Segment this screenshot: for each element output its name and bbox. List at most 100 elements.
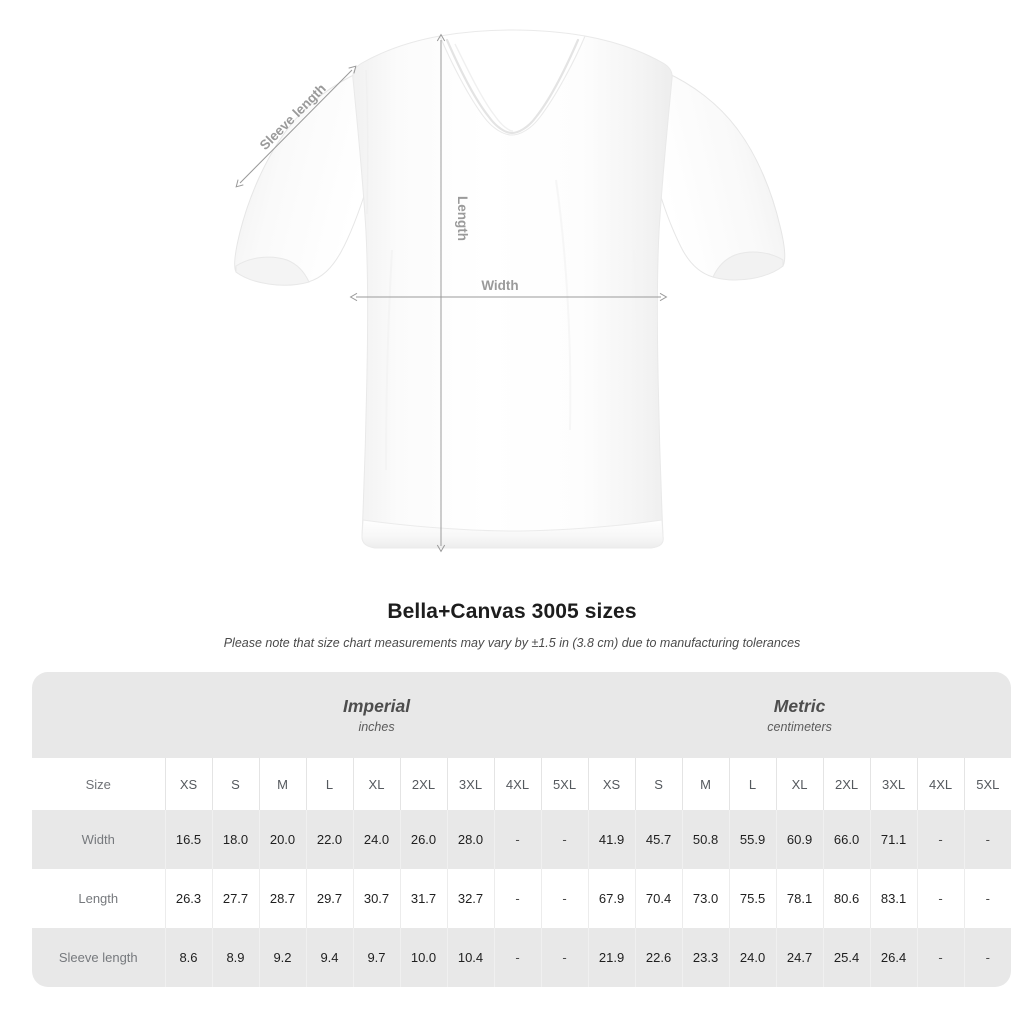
cell-width-imperial-2xl: 26.0 [399, 810, 447, 869]
cell-width-metric-5xl: - [963, 810, 1012, 869]
cell-length-imperial-s: 27.7 [211, 869, 259, 928]
cell-sleeve-imperial-m: 9.2 [258, 928, 306, 987]
cell-sleeve-metric-s: 22.6 [634, 928, 683, 987]
cell-length-imperial-xl: 30.7 [352, 869, 400, 928]
cell-sleeve-imperial-xl: 9.7 [352, 928, 400, 987]
garment-diagram: Length Width Sleeve length [234, 29, 786, 553]
cell-length-imperial-4xl: - [493, 869, 541, 928]
cell-width-metric-3xl: 71.1 [869, 810, 918, 869]
cell-sleeve-metric-2xl: 25.4 [822, 928, 871, 987]
size-header-imperial-xs: XS [164, 758, 212, 810]
size-header-metric-3xl: 3XL [869, 758, 918, 810]
size-header-imperial-s: S [211, 758, 259, 810]
cell-length-metric-5xl: - [963, 869, 1012, 928]
cell-length-metric-3xl: 83.1 [869, 869, 918, 928]
unit-group-row: Imperial inches Metric centimeters [32, 672, 1012, 758]
cell-width-metric-xs: 41.9 [587, 810, 636, 869]
cell-sleeve-metric-l: 24.0 [728, 928, 777, 987]
size-header-imperial-xl: XL [352, 758, 400, 810]
cell-width-imperial-xs: 16.5 [164, 810, 212, 869]
cell-width-metric-m: 50.8 [681, 810, 730, 869]
cell-sleeve-metric-4xl: - [916, 928, 965, 987]
unit-group-metric: Metric centimeters [588, 672, 1012, 758]
cell-width-imperial-4xl: - [493, 810, 541, 869]
cell-sleeve-imperial-xs: 8.6 [164, 928, 212, 987]
left-sleeve-cuff [235, 256, 310, 286]
cell-sleeve-imperial-2xl: 10.0 [399, 928, 447, 987]
unit-group-metric-name: Metric [773, 695, 826, 716]
cell-length-imperial-2xl: 31.7 [399, 869, 447, 928]
cell-sleeve-imperial-3xl: 10.4 [446, 928, 494, 987]
cell-sleeve-metric-m: 23.3 [681, 928, 730, 987]
cell-sleeve-imperial-5xl: - [540, 928, 589, 987]
size-header-metric-xl: XL [775, 758, 824, 810]
left-shoulder-seam [365, 69, 369, 215]
cell-width-imperial-s: 18.0 [211, 810, 259, 869]
table-row: Width 16.5 18.0 20.0 22.0 24.0 26.0 28.0… [32, 810, 1012, 869]
length-label: Length [455, 196, 470, 241]
cell-sleeve-imperial-4xl: - [493, 928, 541, 987]
cell-sleeve-metric-3xl: 26.4 [869, 928, 918, 987]
cell-width-imperial-3xl: 28.0 [446, 810, 494, 869]
cell-width-imperial-m: 20.0 [258, 810, 306, 869]
size-header-imperial-4xl: 4XL [493, 758, 541, 810]
right-sleeve [655, 71, 786, 280]
size-header-imperial-m: M [258, 758, 306, 810]
cell-length-imperial-3xl: 32.7 [446, 869, 494, 928]
sleeve-length-arrow [235, 65, 357, 188]
size-header-label: Size [32, 758, 165, 810]
tshirt-illustration [234, 29, 786, 549]
unit-row-spacer [32, 672, 165, 758]
cell-width-imperial-5xl: - [540, 810, 589, 869]
cell-length-imperial-l: 29.7 [305, 869, 353, 928]
cell-length-metric-s: 70.4 [634, 869, 683, 928]
size-header-metric-4xl: 4XL [916, 758, 965, 810]
fabric-fold-left [385, 249, 393, 471]
size-header-imperial-l: L [305, 758, 353, 810]
size-header-row: Size XS S M L XL 2XL 3XL 4XL 5XL XS S M … [32, 758, 1012, 810]
page-title: Bella+Canvas 3005 sizes [387, 600, 637, 623]
cell-width-imperial-l: 22.0 [305, 810, 353, 869]
row-label-length: Length [32, 869, 165, 928]
cell-sleeve-imperial-l: 9.4 [305, 928, 353, 987]
row-label-sleeve-length: Sleeve length [32, 928, 165, 987]
chart-heading: Bella+Canvas 3005 sizes Please note that… [0, 598, 1024, 651]
cell-length-metric-2xl: 80.6 [822, 869, 871, 928]
cell-length-metric-m: 73.0 [681, 869, 730, 928]
cell-width-imperial-xl: 24.0 [352, 810, 400, 869]
table-row: Length 26.3 27.7 28.7 29.7 30.7 31.7 32.… [32, 869, 1012, 928]
unit-group-imperial-subtitle: inches [358, 719, 395, 734]
cell-width-metric-xl: 60.9 [775, 810, 824, 869]
size-header-imperial-2xl: 2XL [399, 758, 447, 810]
fabric-fold-right [633, 249, 641, 471]
cell-length-imperial-5xl: - [540, 869, 589, 928]
cell-length-metric-l: 75.5 [728, 869, 777, 928]
unit-group-metric-subtitle: centimeters [767, 719, 832, 734]
cell-sleeve-imperial-s: 8.9 [211, 928, 259, 987]
right-sleeve-cuff [712, 251, 784, 281]
neck-inner-shadow [454, 43, 514, 132]
size-header-metric-m: M [681, 758, 730, 810]
size-chart-table: Imperial inches Metric centimeters Size … [32, 672, 1012, 987]
size-header-metric-xs: XS [587, 758, 636, 810]
size-header-metric-2xl: 2XL [822, 758, 871, 810]
width-label: Width [481, 278, 518, 293]
size-header-imperial-5xl: 5XL [540, 758, 589, 810]
tolerance-note: Please note that size chart measurements… [223, 636, 801, 650]
size-header-metric-s: S [634, 758, 683, 810]
cell-sleeve-metric-xl: 24.7 [775, 928, 824, 987]
cell-width-metric-s: 45.7 [634, 810, 683, 869]
cell-length-imperial-m: 28.7 [258, 869, 306, 928]
unit-group-imperial: Imperial inches [165, 672, 589, 758]
size-header-metric-5xl: 5XL [963, 758, 1012, 810]
cell-sleeve-metric-5xl: - [963, 928, 1012, 987]
size-header-metric-l: L [728, 758, 777, 810]
right-shoulder-seam [656, 69, 660, 215]
cell-width-metric-2xl: 66.0 [822, 810, 871, 869]
neck-ribbing [445, 38, 580, 135]
cell-length-metric-4xl: - [916, 869, 965, 928]
size-header-imperial-3xl: 3XL [446, 758, 494, 810]
cell-width-metric-4xl: - [916, 810, 965, 869]
cell-length-metric-xl: 78.1 [775, 869, 824, 928]
cell-width-metric-l: 55.9 [728, 810, 777, 869]
